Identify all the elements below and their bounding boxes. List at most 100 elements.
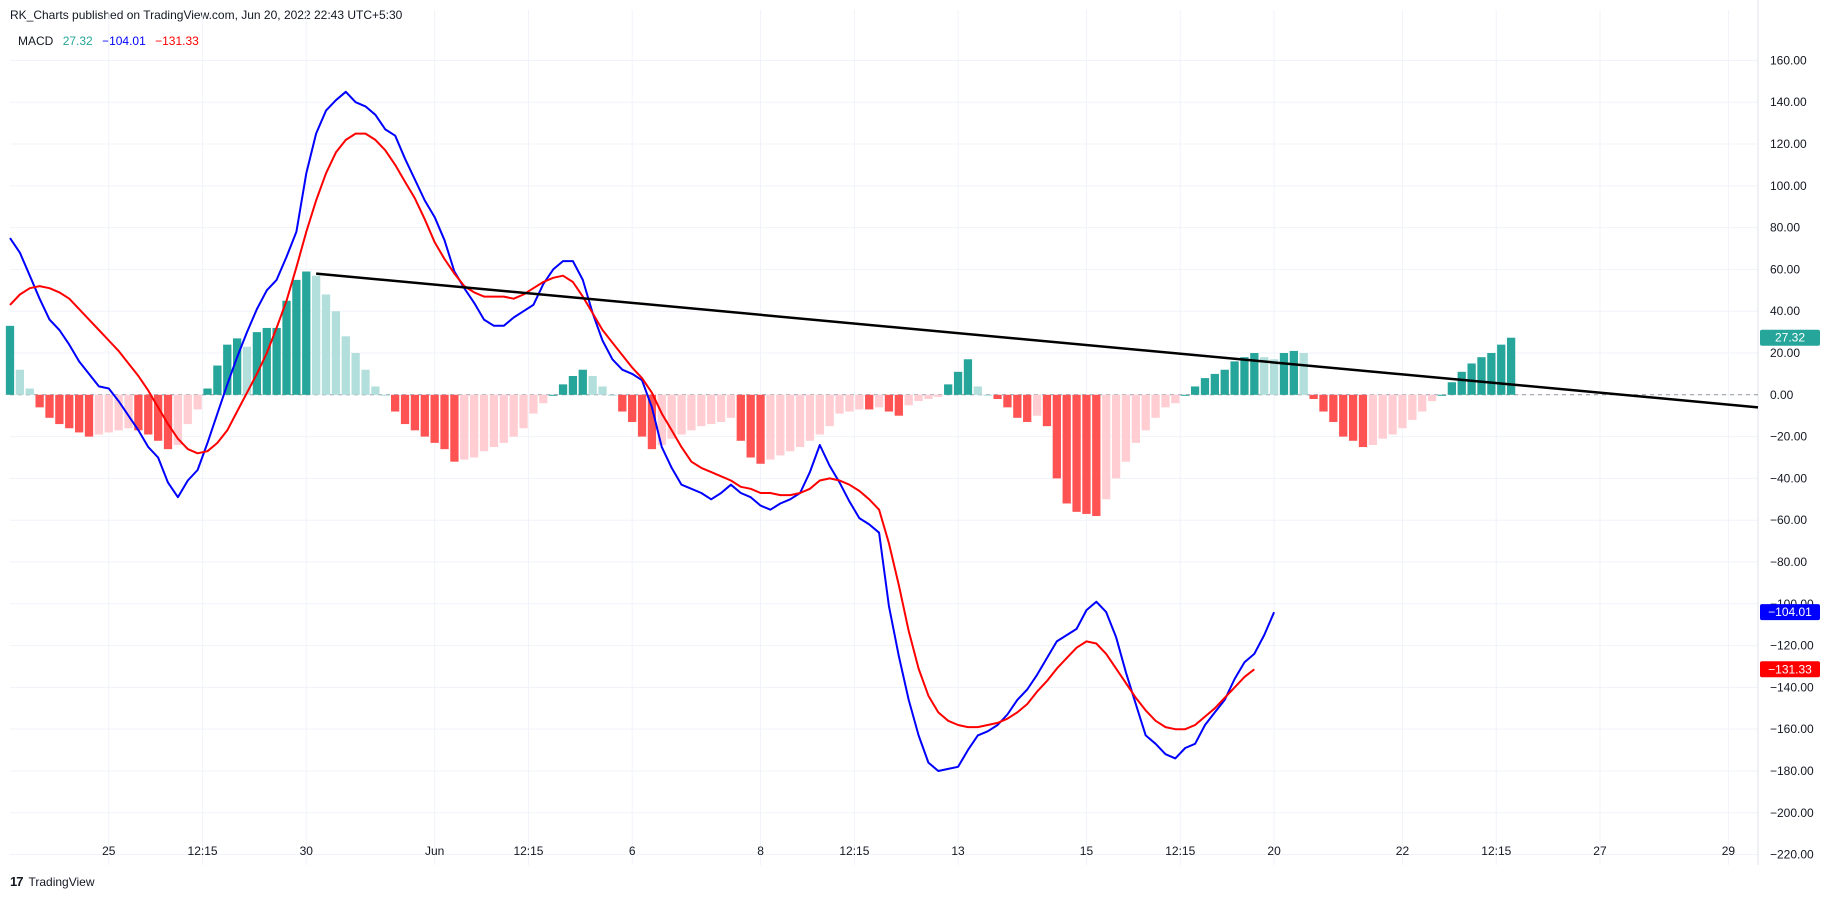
- histogram-bar: [25, 388, 34, 395]
- histogram-bar: [331, 311, 341, 395]
- histogram-bar: [1279, 353, 1289, 395]
- histogram-bar: [1339, 394, 1348, 437]
- histogram-bar: [1477, 357, 1486, 395]
- signal-value: −131.33: [155, 34, 199, 48]
- histogram-bar: [1437, 394, 1447, 396]
- histogram-bar: [1408, 394, 1417, 420]
- y-tick-label: 0.00: [1770, 388, 1794, 402]
- histogram-bar: [1013, 394, 1022, 418]
- histogram-bar: [213, 365, 222, 395]
- histogram-bar: [45, 394, 54, 418]
- histogram-bar: [15, 369, 25, 395]
- histogram-bar: [153, 394, 163, 441]
- x-tick-label: 25: [102, 844, 116, 858]
- histogram-bar: [1447, 382, 1456, 395]
- histogram-bar: [1467, 363, 1476, 395]
- histogram-bar: [707, 394, 716, 425]
- histogram-bar: [608, 394, 617, 396]
- histogram-bar: [1062, 394, 1071, 504]
- histogram-bar: [628, 394, 637, 422]
- histogram-bar: [94, 394, 104, 435]
- histogram-bar: [1378, 394, 1387, 439]
- publisher-header: RK_Charts published on TradingView.com, …: [10, 8, 403, 22]
- histogram-bar: [677, 394, 686, 435]
- histogram-bar: [1358, 394, 1368, 448]
- y-tick-label: −220.00: [1770, 848, 1814, 862]
- histogram-bar: [539, 394, 548, 404]
- histogram-bar: [173, 394, 183, 445]
- price-label-text: −131.33: [1768, 662, 1812, 676]
- histogram-bar: [203, 388, 212, 395]
- histogram-bar: [894, 394, 903, 416]
- histogram-bar: [1200, 378, 1210, 395]
- price-label-bg: [1760, 329, 1820, 346]
- histogram-bar: [953, 371, 963, 395]
- signal-line: [9, 132, 1255, 731]
- histogram-bar: [1309, 394, 1318, 399]
- y-tick-label: 20.00: [1770, 346, 1800, 360]
- y-tick-label: −80.00: [1770, 555, 1807, 569]
- histogram-bar: [716, 394, 726, 422]
- histogram-bar: [766, 394, 775, 460]
- trendline: [316, 272, 1759, 409]
- y-tick-label: 160.00: [1770, 53, 1807, 67]
- price-label-bg: [1760, 661, 1820, 678]
- histogram-bar: [410, 394, 420, 431]
- y-tick-label: −120.00: [1770, 639, 1814, 653]
- y-tick-label: −180.00: [1770, 764, 1814, 778]
- histogram-bar: [726, 394, 736, 418]
- histogram-bar: [84, 394, 94, 437]
- histogram-bar: [1506, 337, 1516, 395]
- price-axis: 160.00 140.00 120.00 100.00 80.00 60.00 40.00 2…: [1770, 53, 1814, 861]
- histogram-bar: [1032, 394, 1042, 416]
- histogram-bar: [272, 327, 281, 395]
- histogram-bar: [1329, 394, 1338, 422]
- x-tick-label: 6: [629, 844, 636, 858]
- x-tick-label: 12:15: [1481, 844, 1511, 858]
- histogram-bar: [1052, 394, 1061, 479]
- x-tick-label: 12:15: [188, 844, 218, 858]
- histogram-bar: [351, 353, 360, 395]
- histogram-bar: [499, 394, 508, 443]
- histogram-bar: [993, 394, 1002, 399]
- histogram-bar: [874, 394, 884, 408]
- histogram-bar: [944, 384, 953, 395]
- histogram-bar: [1487, 353, 1496, 395]
- histogram-bar: [1190, 386, 1200, 395]
- y-tick-label: 120.00: [1770, 137, 1807, 151]
- histogram-bar: [420, 394, 429, 437]
- x-tick-label: 20: [1267, 844, 1281, 858]
- x-tick-label: 8: [757, 844, 764, 858]
- histogram-bar: [1092, 394, 1101, 517]
- brand-text: TradingView: [28, 874, 95, 889]
- y-tick-label: −20.00: [1770, 430, 1807, 444]
- histogram-bar: [529, 394, 538, 414]
- histogram-bar: [114, 394, 123, 431]
- histogram-bar: [914, 394, 923, 402]
- histogram-bar: [1131, 394, 1140, 443]
- indicator-name[interactable]: MACD: [18, 34, 54, 48]
- histogram-bar: [1299, 353, 1308, 395]
- histogram-bar: [657, 394, 666, 445]
- y-tick-label: −160.00: [1770, 722, 1814, 736]
- histogram-bar: [124, 394, 133, 429]
- histogram-bar: [1210, 373, 1219, 395]
- price-labels: 27.32 −104.01 −131.33: [1760, 329, 1820, 678]
- y-tick-label: −60.00: [1770, 513, 1807, 527]
- histogram-bar: [1250, 353, 1259, 395]
- histogram-bar: [302, 271, 311, 395]
- x-tick-label: 12:15: [513, 844, 543, 858]
- histogram-bar: [687, 394, 696, 431]
- histogram-bar: [1082, 394, 1091, 514]
- histogram-bar: [1111, 394, 1121, 479]
- histogram-bar: [1269, 359, 1279, 395]
- histogram-bar: [312, 275, 321, 395]
- tradingview-logo-icon: 17: [10, 874, 24, 889]
- histogram-value: 27.32: [62, 34, 93, 48]
- tradingview-footer[interactable]: 17 TradingView: [10, 874, 95, 889]
- histogram-bar: [865, 394, 874, 410]
- histogram-bar: [1388, 394, 1397, 435]
- histogram-bar: [973, 386, 982, 395]
- histogram-bar: [1072, 394, 1081, 512]
